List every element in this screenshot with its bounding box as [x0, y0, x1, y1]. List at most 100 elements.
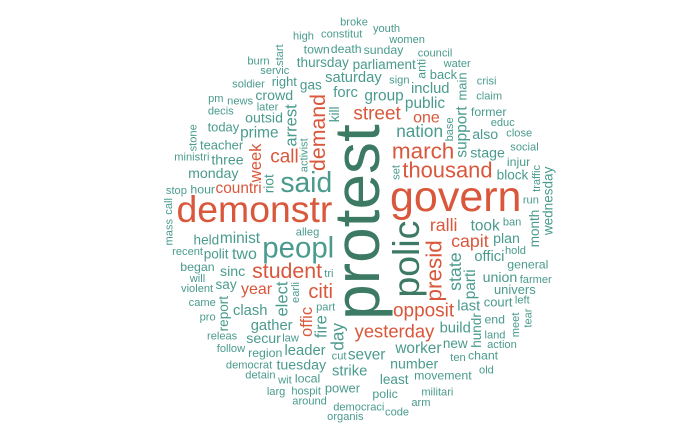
cloud-word: one — [413, 110, 440, 127]
cloud-word: held — [194, 233, 220, 248]
cloud-word: state — [445, 252, 465, 291]
cloud-word: mass — [164, 218, 176, 245]
cloud-word: tear — [522, 308, 534, 327]
cloud-word: plan — [493, 231, 520, 247]
cloud-word: burn — [247, 55, 269, 67]
cloud-word: march — [392, 139, 454, 164]
cloud-word: anti — [415, 59, 429, 79]
cloud-word: decis — [208, 106, 234, 118]
cloud-word: crisi — [477, 76, 497, 88]
cloud-word: servic — [260, 65, 289, 77]
cloud-word: yesterday — [355, 321, 435, 342]
cloud-word: week — [246, 143, 265, 183]
cloud-word: tri — [324, 268, 333, 280]
cloud-word: local — [295, 371, 320, 385]
cloud-word: end — [484, 313, 505, 327]
cloud-word: outsid — [245, 111, 283, 127]
cloud-word: support — [454, 106, 471, 158]
cloud-word: main — [455, 72, 470, 100]
cloud-word: parliament — [353, 57, 416, 72]
cloud-word: democraci — [333, 401, 384, 413]
cloud-word: thousand — [402, 158, 492, 183]
cloud-word: social — [510, 142, 538, 154]
cloud-word: univers — [494, 282, 536, 297]
cloud-word: code — [385, 406, 409, 418]
cloud-word: build — [440, 321, 471, 337]
cloud-word: secur — [246, 331, 281, 347]
cloud-word: back — [430, 67, 458, 82]
cloud-word: wednesday — [541, 166, 556, 236]
cloud-word: ralli — [430, 215, 458, 235]
cloud-word: day — [328, 322, 348, 350]
cloud-word: also — [472, 127, 498, 143]
cloud-word: ban — [503, 217, 522, 229]
cloud-word: action — [487, 339, 517, 351]
cloud-word: thursday — [297, 55, 349, 70]
cloud-word: water — [443, 58, 471, 70]
cloud-word: crowd — [255, 88, 293, 104]
cloud-word: arm — [411, 397, 430, 409]
cloud-word: left — [515, 295, 530, 307]
cloud-word: demonstr — [176, 188, 332, 230]
cloud-word: last — [457, 298, 480, 314]
cloud-word: around — [292, 395, 327, 407]
cloud-word: began — [180, 260, 214, 274]
cloud-word: offic — [297, 307, 316, 337]
cloud-word: number — [390, 356, 438, 372]
cloud-word: prime — [240, 125, 278, 142]
cloud-word: citi — [308, 281, 333, 303]
cloud-word: minist — [220, 230, 261, 247]
cloud-word: land — [485, 329, 506, 341]
cloud-word: farmer — [520, 274, 552, 286]
cloud-word: hour — [190, 183, 215, 197]
cloud-word: ten — [450, 352, 465, 364]
cloud-word: law — [282, 332, 300, 344]
cloud-word: report — [216, 296, 231, 332]
cloud-word: youth — [373, 23, 400, 35]
cloud-word: countri — [216, 180, 262, 197]
cloud-word: hundr — [469, 313, 484, 348]
cloud-word: gas — [300, 77, 322, 92]
cloud-word: court — [484, 295, 513, 310]
cloud-word: opposit — [393, 301, 455, 322]
cloud-word: sever — [348, 346, 386, 363]
cloud-word: militari — [421, 387, 453, 399]
cloud-word: riot — [262, 174, 277, 193]
cloud-word: monday — [188, 166, 239, 182]
cloud-word: fire — [311, 315, 330, 338]
cloud-word: block — [497, 168, 529, 183]
cloud-word: violent — [181, 283, 213, 295]
cloud-word: old — [479, 364, 494, 376]
cloud-word: traffic — [531, 165, 543, 192]
cloud-word: student — [252, 259, 322, 283]
cloud-word: gather — [251, 318, 293, 334]
cloud-word: part — [316, 302, 335, 314]
cloud-word: power — [325, 380, 361, 395]
cloud-word: releas — [207, 331, 238, 343]
cloud-word: protest — [321, 124, 393, 320]
cloud-word: will — [189, 273, 205, 285]
cloud-word: news — [227, 95, 253, 107]
cloud-word: detain — [245, 370, 275, 382]
cloud-word: saturday — [325, 70, 382, 86]
cloud-word: earli — [290, 282, 302, 303]
cloud-word: tuesday — [276, 358, 327, 374]
cloud-word: new — [443, 336, 468, 351]
cloud-word: women — [388, 34, 425, 46]
cloud-word: say — [216, 277, 237, 292]
cloud-word: union — [483, 270, 518, 286]
cloud-word: chant — [468, 349, 499, 363]
cloud-word: meet — [510, 313, 522, 338]
cloud-word: parti — [462, 269, 479, 299]
cloud-word: nation — [396, 121, 443, 141]
cloud-word: least — [380, 372, 409, 387]
cloud-word: stop — [166, 185, 187, 197]
cloud-word: includ — [411, 81, 450, 97]
cloud-word: three — [211, 152, 243, 168]
cloud-word: recent — [172, 246, 203, 258]
cloud-word: movement — [414, 368, 472, 382]
cloud-word: set — [391, 165, 403, 180]
cloud-word: today — [208, 119, 240, 134]
